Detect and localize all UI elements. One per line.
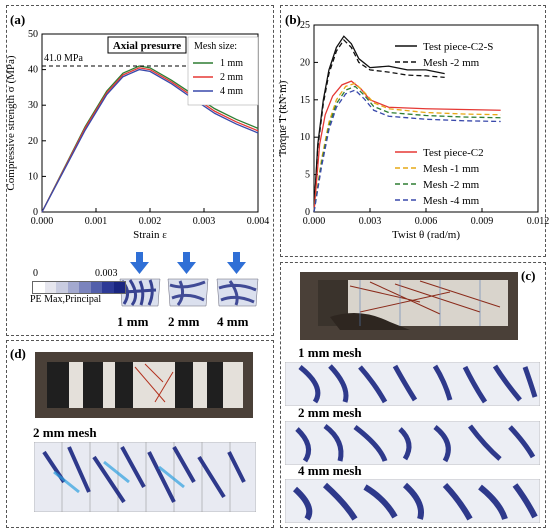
x-tick-label: 0.000 bbox=[303, 216, 326, 227]
y-tick-label: 10 bbox=[28, 171, 38, 182]
panel-d-frame bbox=[6, 340, 274, 528]
mesh-caption-2mm: 2 mm bbox=[168, 314, 200, 329]
panel-b-frame bbox=[280, 5, 546, 257]
colorbar-swatch bbox=[90, 282, 102, 293]
colorbar-swatch bbox=[67, 282, 79, 293]
panel-c-mesh-2mm bbox=[285, 421, 540, 465]
legend-entry: 2 mm bbox=[220, 72, 243, 83]
x-tick-label: 0.001 bbox=[85, 216, 108, 227]
y-axis-label: Compressive strength σ (MPa) bbox=[5, 55, 17, 191]
legend-entry: Mesh -2 mm bbox=[423, 57, 480, 69]
y-tick-label: 25 bbox=[300, 20, 310, 31]
x-tick-label: 0.003 bbox=[359, 216, 382, 227]
x-tick-label: 0.006 bbox=[415, 216, 438, 227]
series-line bbox=[313, 80, 501, 213]
y-tick-label: 10 bbox=[300, 132, 310, 143]
colorbar-swatch bbox=[102, 282, 114, 293]
series-line bbox=[313, 89, 501, 213]
colorbar-max: 0.003 bbox=[95, 268, 118, 279]
y-tick-label: 0 bbox=[33, 207, 38, 218]
panel-c-caption-2mm: 2 mm mesh bbox=[298, 405, 362, 420]
panel-c-frame bbox=[280, 262, 546, 528]
y-tick-label: 0 bbox=[305, 207, 310, 218]
x-tick-label: 0.003 bbox=[193, 216, 216, 227]
panel-d-label: (d) bbox=[10, 346, 26, 361]
series-line bbox=[41, 68, 259, 213]
mesh-legend-area bbox=[119, 252, 259, 307]
panel-c-photo bbox=[300, 272, 518, 340]
mesh-caption-1mm: 1 mm bbox=[117, 314, 149, 329]
series-line bbox=[313, 35, 445, 213]
y-tick-label: 50 bbox=[28, 29, 38, 40]
arrow-down-icon bbox=[227, 252, 246, 274]
mesh-thumbnail-2mm bbox=[167, 278, 209, 307]
y-tick-label: 30 bbox=[28, 100, 38, 111]
legend-entry: Test piece-C2 bbox=[423, 147, 484, 159]
chart-b: 0.000 0.003 0.006 0.009 0.012 0 5 10 15 20 25 Twist… bbox=[277, 20, 550, 241]
panel-c-label: (c) bbox=[521, 268, 536, 283]
panel-c-mesh-4mm bbox=[285, 479, 540, 523]
panel-d-mesh bbox=[34, 442, 256, 512]
panel-b-label: (b) bbox=[285, 12, 301, 27]
panel-d-caption: 2 mm mesh bbox=[33, 425, 97, 440]
mesh-thumbnail-1mm bbox=[119, 278, 161, 307]
legend-entry: 1 mm bbox=[220, 58, 243, 69]
x-tick-label: 0.009 bbox=[471, 216, 494, 227]
x-tick-label: 0.012 bbox=[527, 216, 550, 227]
title-box-text: Axial presurre bbox=[113, 40, 181, 52]
x-tick-label: 0.000 bbox=[31, 216, 54, 227]
chart-a: 0.000 0.001 0.002 0.003 0.004 0 10 20 30 40 50 Stra… bbox=[5, 29, 270, 241]
x-axis-label: Strain ε bbox=[133, 229, 167, 241]
peak-annotation: 41.0 MPa bbox=[44, 53, 83, 64]
colorbar-swatch bbox=[56, 282, 68, 293]
legend-entry: Mesh -4 mm bbox=[423, 195, 480, 207]
legend-entry: 4 mm bbox=[220, 86, 243, 97]
x-axis-label: Twist θ (rad/m) bbox=[392, 229, 460, 241]
series-line bbox=[313, 38, 445, 213]
legend-entry: Test piece-C2-S bbox=[423, 41, 493, 53]
colorbar-swatch bbox=[113, 282, 125, 293]
x-tick-label: 0.002 bbox=[139, 216, 162, 227]
y-tick-label: 5 bbox=[305, 170, 310, 181]
arrow-down-icon bbox=[177, 252, 196, 274]
panel-a-frame bbox=[6, 5, 274, 336]
y-tick-label: 20 bbox=[28, 136, 38, 147]
colorbar-swatch bbox=[79, 282, 91, 293]
y-axis-label: Torque T (kN·m) bbox=[277, 80, 289, 156]
legend-title: Mesh size: bbox=[194, 41, 237, 52]
mesh-thumbnail-4mm bbox=[216, 278, 259, 307]
series-line bbox=[41, 67, 259, 213]
series-line bbox=[313, 85, 501, 213]
title-box bbox=[107, 36, 187, 54]
panel-a-label: (a) bbox=[10, 12, 26, 27]
colorbar-label: PE Max,Principal bbox=[30, 294, 102, 305]
x-tick-label: 0.004 bbox=[247, 216, 270, 227]
colorbar-min: 0 bbox=[33, 268, 38, 279]
panel-c-caption-1mm: 1 mm mesh bbox=[298, 345, 362, 360]
colorbar bbox=[32, 281, 126, 294]
panel-c-mesh-1mm bbox=[285, 362, 540, 406]
colorbar-swatch bbox=[33, 282, 45, 293]
legend-entry: Mesh -1 mm bbox=[423, 163, 480, 175]
colorbar-swatch bbox=[44, 282, 56, 293]
panel-d-photo bbox=[35, 352, 253, 418]
arrow-down-icon bbox=[130, 252, 149, 274]
y-tick-label: 15 bbox=[300, 95, 310, 106]
series-line bbox=[313, 82, 501, 213]
legend bbox=[187, 36, 259, 106]
panel-c-caption-4mm: 4 mm mesh bbox=[298, 463, 362, 478]
mesh-caption-4mm: 4 mm bbox=[217, 314, 249, 329]
y-tick-label: 20 bbox=[300, 57, 310, 68]
legend-entry: Mesh -2 mm bbox=[423, 179, 480, 191]
y-tick-label: 40 bbox=[28, 65, 38, 76]
